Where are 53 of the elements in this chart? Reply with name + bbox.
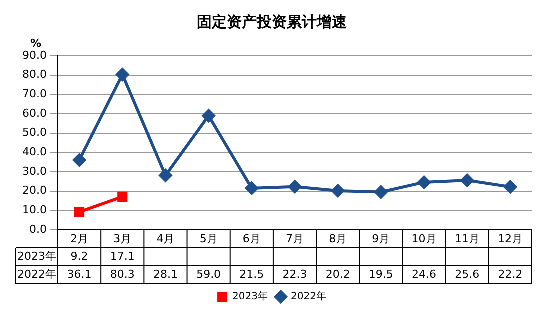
y-tick-label: 40.0 [22,146,47,159]
data-label: 19.5 [368,268,394,281]
x-tick-label: 8月 [329,232,348,246]
legend-label: 2023年 [232,290,268,303]
x-tick-label: 10月 [412,232,437,246]
chart-title: 固定资产投资累计增速 [197,12,348,31]
data-label: 36.1 [67,268,92,281]
data-label: 59.0 [196,268,222,281]
x-tick-label: 7月 [286,232,304,246]
point [332,184,345,198]
data-label: 20.2 [326,268,350,281]
point [245,182,258,195]
x-tick-label: 6月 [242,232,261,246]
point [118,192,128,202]
y-tick-label: 90.0 [22,48,47,62]
y-tick-label: 70.0 [22,88,47,101]
data-label: 21.5 [240,268,264,281]
data-label: 22.2 [498,268,523,281]
x-tick-label: 4月 [156,232,175,246]
point [460,174,474,188]
y-axis-title: % [30,36,42,50]
y-tick-label: 10.0 [22,204,47,217]
y-tick-label: 0.0 [30,222,47,236]
legend-label: 2022年 [291,290,326,303]
y-tick-label: 50.0 [22,126,47,140]
text: 2022年 [18,268,56,281]
point [288,180,302,194]
data-label: 17.1 [110,250,135,263]
y-tick-label: 60.0 [22,106,47,120]
x-tick-label: 2月 [70,232,89,246]
point [116,68,130,82]
x-tick-label: 11月 [454,232,480,246]
point [374,186,388,199]
x-tick-label: 5月 [200,232,218,246]
point [73,154,86,167]
data-label: 22.3 [282,268,308,281]
y-tick-label: 20.0 [22,184,47,198]
x-tick-label: 9月 [372,232,390,246]
data-label: 24.6 [412,268,437,281]
x-tick-label: 3月 [114,232,132,246]
text: 2023年 [18,250,56,263]
point [159,169,172,182]
point [202,109,216,122]
data-label: 80.3 [110,268,135,281]
data-label: 25.6 [455,268,480,281]
point [504,180,517,194]
y-tick-label: 30.0 [22,164,47,178]
x-tick-label: 12月 [498,232,523,246]
point [74,207,85,218]
point [418,176,431,189]
data-label: 28.1 [153,268,178,281]
y-tick-label: 80.0 [22,68,47,82]
data-label: 9.2 [70,250,88,263]
